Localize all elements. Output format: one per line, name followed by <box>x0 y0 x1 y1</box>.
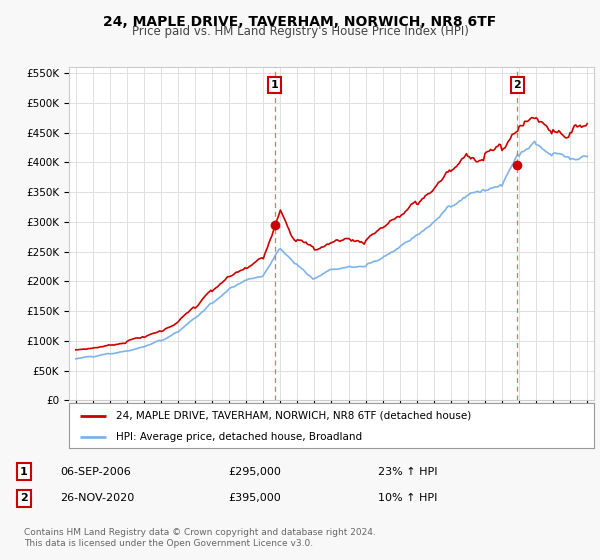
Text: 06-SEP-2006: 06-SEP-2006 <box>60 466 131 477</box>
Text: Price paid vs. HM Land Registry's House Price Index (HPI): Price paid vs. HM Land Registry's House … <box>131 25 469 38</box>
Text: 2: 2 <box>20 493 28 503</box>
Text: HPI: Average price, detached house, Broadland: HPI: Average price, detached house, Broa… <box>116 432 362 442</box>
Text: £395,000: £395,000 <box>228 493 281 503</box>
Text: 24, MAPLE DRIVE, TAVERHAM, NORWICH, NR8 6TF: 24, MAPLE DRIVE, TAVERHAM, NORWICH, NR8 … <box>103 15 497 29</box>
Text: Contains HM Land Registry data © Crown copyright and database right 2024.
This d: Contains HM Land Registry data © Crown c… <box>24 528 376 548</box>
Text: 1: 1 <box>20 466 28 477</box>
Text: 1: 1 <box>271 80 278 90</box>
Text: 24, MAPLE DRIVE, TAVERHAM, NORWICH, NR8 6TF (detached house): 24, MAPLE DRIVE, TAVERHAM, NORWICH, NR8 … <box>116 410 472 421</box>
Text: £295,000: £295,000 <box>228 466 281 477</box>
Text: 10% ↑ HPI: 10% ↑ HPI <box>378 493 437 503</box>
Text: 26-NOV-2020: 26-NOV-2020 <box>60 493 134 503</box>
Text: 23% ↑ HPI: 23% ↑ HPI <box>378 466 437 477</box>
Text: 2: 2 <box>514 80 521 90</box>
